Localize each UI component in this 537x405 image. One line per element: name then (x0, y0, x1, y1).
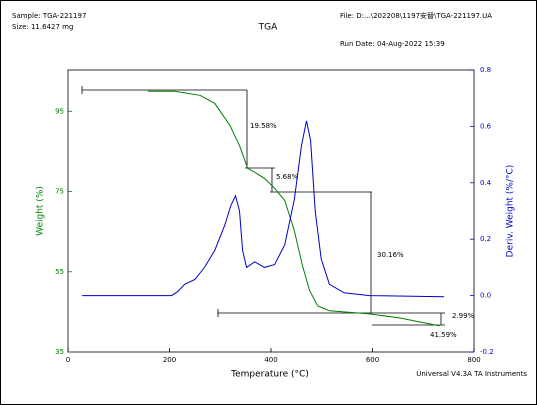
y-tick-label: 75 (55, 188, 64, 196)
y2-tick-label: -0.2 (480, 348, 494, 356)
y2-tick-label: 0.0 (480, 292, 491, 300)
y2-tick-label: 0.6 (480, 122, 492, 130)
plot-frame (67, 69, 475, 353)
x-tick-label: 200 (163, 356, 176, 364)
y-axis-label: Weight (%) (36, 186, 46, 236)
x-axis-label: Temperature (°C) (230, 370, 309, 380)
x-tick-label: 800 (467, 356, 480, 364)
file: File: D:...\202208\1197安替\TGA-221197.UA (340, 11, 492, 20)
y-tick-label: 55 (55, 268, 64, 276)
sample: Sample: TGA-221197 (12, 12, 86, 20)
annotation: 2.99% (452, 312, 475, 320)
x-tick-label: 400 (264, 356, 277, 364)
series-line (82, 120, 445, 298)
x-tick-label: 0 (66, 356, 70, 364)
y2-axis-label: Deriv. Weight (%/°C) (506, 165, 516, 258)
annotations (81, 86, 445, 326)
annotation: 41.59% (430, 331, 457, 339)
chart-title: TGA (258, 23, 278, 33)
annotation: 19.58% (250, 122, 277, 130)
x-tick-label: 600 (366, 356, 379, 364)
y2-tick-label: 0.4 (480, 179, 492, 187)
y-tick-label: 95 (55, 107, 64, 115)
y-tick-label: 35 (55, 348, 64, 356)
y2-tick-label: 0.8 (480, 66, 491, 74)
annotation: 5.68% (276, 173, 299, 181)
footer: Universal V4.3A TA Instruments (416, 370, 527, 378)
series-line (147, 90, 440, 327)
step-lines (81, 86, 445, 326)
y2-tick-label: 0.2 (480, 235, 491, 243)
annotation: 30.16% (377, 251, 404, 259)
run-date: Run Date: 04-Aug-2022 15:39 (340, 40, 445, 48)
size: Size: 11.6427 mg (12, 23, 73, 31)
